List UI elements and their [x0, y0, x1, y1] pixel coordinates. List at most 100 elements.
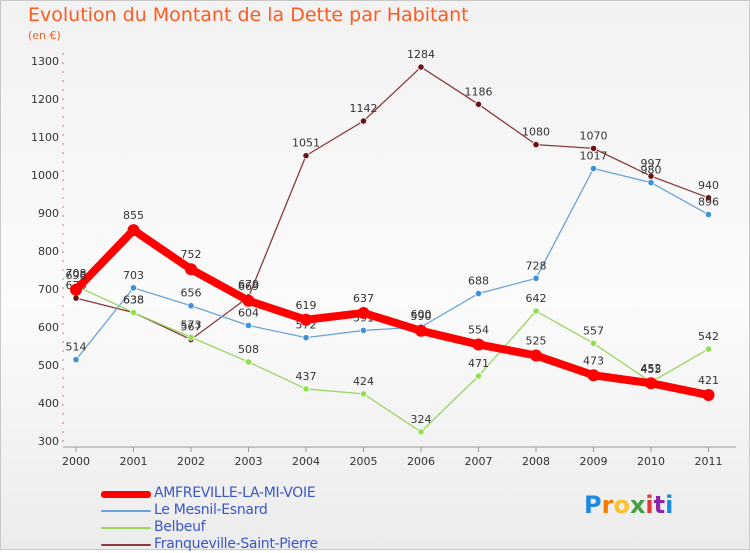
- logo-letter: o: [613, 491, 630, 519]
- data-label-franqueville-saint-pierre: 1080: [522, 126, 550, 139]
- data-label-belbeuf: 324: [411, 413, 432, 426]
- legend-label: Le Mesnil-Esnard: [154, 502, 268, 518]
- data-point-franqueville-saint-pierre: [72, 294, 80, 302]
- data-point-franqueville-saint-pierre: [589, 144, 598, 152]
- legend-label: Franqueville-Saint-Pierre: [154, 536, 318, 552]
- data-point-franqueville-saint-pierre: [417, 63, 425, 71]
- data-point-amfreville-la-mi-voie: [185, 263, 197, 276]
- data-point-amfreville-la-mi-voie: [300, 313, 312, 326]
- x-tick-label: 2001: [120, 455, 148, 468]
- data-point-amfreville-la-mi-voie: [127, 224, 140, 237]
- data-label-le-mesnil-esnard: 514: [66, 341, 87, 354]
- logo-letter: P: [584, 491, 602, 519]
- logo-letter: x: [629, 491, 646, 519]
- series-line-le-mesnil-esnard: [75, 167, 710, 361]
- data-label-franqueville-saint-pierre: 679: [238, 278, 259, 291]
- data-label-le-mesnil-esnard: 980: [641, 164, 662, 177]
- data-point-le-mesnil-esnard: [704, 210, 713, 219]
- logo-letter: r: [601, 491, 614, 519]
- proxiti-logo: Proxiti: [584, 491, 673, 519]
- data-label-amfreville-la-mi-voie: 637: [353, 292, 374, 305]
- data-label-franqueville-saint-pierre: 638: [123, 294, 144, 307]
- series-line-belbeuf: [75, 285, 710, 433]
- x-tick-label: 2000: [62, 455, 90, 468]
- data-label-amfreville-la-mi-voie: 669: [238, 280, 259, 293]
- data-label-amfreville-la-mi-voie: 619: [296, 299, 317, 312]
- y-tick-label: 1000: [31, 169, 59, 182]
- y-tick-label: 700: [38, 283, 59, 296]
- data-point-le-mesnil-esnard: [129, 284, 138, 292]
- data-point-amfreville-la-mi-voie: [472, 338, 485, 351]
- data-label-amfreville-la-mi-voie: 855: [123, 209, 144, 222]
- data-label-belbeuf: 638: [123, 294, 144, 307]
- data-label-franqueville-saint-pierre: 1051: [292, 137, 320, 150]
- data-label-belbeuf: 471: [468, 357, 489, 370]
- data-label-amfreville-la-mi-voie: 525: [526, 335, 547, 348]
- data-point-belbeuf: [532, 307, 540, 315]
- data-label-le-mesnil-esnard: 896: [698, 196, 719, 209]
- data-label-amfreville-la-mi-voie: 452: [641, 362, 662, 375]
- data-label-franqueville-saint-pierre: 1186: [465, 85, 493, 98]
- data-label-le-mesnil-esnard: 600: [411, 308, 432, 321]
- data-label-amfreville-la-mi-voie: 473: [583, 354, 604, 367]
- data-point-le-mesnil-esnard: [647, 179, 655, 187]
- data-point-amfreville-la-mi-voie: [415, 324, 427, 337]
- data-point-amfreville-la-mi-voie: [70, 283, 82, 296]
- data-label-belbeuf: 437: [296, 370, 317, 383]
- y-tick-label: 800: [38, 245, 59, 258]
- data-label-belbeuf: 557: [583, 324, 604, 337]
- data-label-franqueville-saint-pierre: 1142: [350, 102, 378, 115]
- data-point-amfreville-la-mi-voie: [702, 389, 715, 402]
- data-point-belbeuf: [302, 385, 310, 393]
- y-tick-label: 1100: [31, 131, 59, 144]
- y-tick-label: 900: [38, 207, 59, 220]
- data-label-franqueville-saint-pierre: 1070: [580, 129, 608, 142]
- x-tick-label: 2005: [350, 455, 378, 468]
- data-point-franqueville-saint-pierre: [532, 141, 540, 149]
- data-label-franqueville-saint-pierre: 940: [698, 179, 719, 192]
- x-tick-label: 2006: [407, 455, 435, 468]
- y-tick-label: 400: [38, 397, 59, 410]
- data-point-belbeuf: [704, 345, 713, 353]
- x-tick-label: 2008: [522, 455, 550, 468]
- data-point-amfreville-la-mi-voie: [357, 306, 370, 319]
- data-point-le-mesnil-esnard: [302, 334, 310, 342]
- legend-swatch: [101, 510, 151, 512]
- y-tick-label: 500: [38, 359, 59, 372]
- unit-label: (en €): [28, 29, 61, 42]
- data-label-belbeuf: 573: [181, 318, 202, 331]
- data-label-belbeuf: 708: [66, 267, 87, 280]
- logo-letter: i: [665, 491, 674, 519]
- x-tick-label: 2003: [235, 455, 263, 468]
- data-label-belbeuf: 642: [526, 292, 547, 305]
- data-point-franqueville-saint-pierre: [474, 100, 483, 108]
- data-point-belbeuf: [129, 308, 138, 317]
- data-label-franqueville-saint-pierre: 567: [181, 321, 202, 334]
- x-tick-label: 2004: [292, 455, 320, 468]
- data-label-le-mesnil-esnard: 656: [181, 287, 202, 300]
- y-tick-label: 600: [38, 321, 59, 334]
- data-point-amfreville-la-mi-voie: [242, 294, 255, 307]
- data-label-franqueville-saint-pierre: 1284: [407, 48, 435, 61]
- data-point-le-mesnil-esnard: [532, 274, 540, 282]
- logo-letter: i: [645, 491, 654, 519]
- data-label-belbeuf: 508: [238, 343, 259, 356]
- x-tick-label: 2011: [695, 455, 723, 468]
- data-point-franqueville-saint-pierre: [302, 152, 310, 160]
- data-label-le-mesnil-esnard: 728: [526, 259, 547, 272]
- series-line-amfreville-la-mi-voie: [72, 226, 713, 400]
- data-point-belbeuf: [359, 390, 368, 398]
- y-tick-label: 300: [38, 435, 59, 448]
- data-point-belbeuf: [417, 428, 425, 436]
- data-point-le-mesnil-esnard: [589, 164, 598, 173]
- data-label-belbeuf: 542: [698, 330, 719, 343]
- legend-swatch: [101, 527, 151, 529]
- data-label-amfreville-la-mi-voie: 590: [411, 310, 432, 323]
- data-point-amfreville-la-mi-voie: [530, 349, 542, 362]
- x-tick-label: 2007: [465, 455, 493, 468]
- data-point-le-mesnil-esnard: [187, 302, 195, 310]
- data-point-franqueville-saint-pierre: [704, 194, 713, 202]
- legend-label: Belbeuf: [154, 519, 206, 535]
- chart-title: Evolution du Montant de la Dette par Hab…: [28, 4, 469, 26]
